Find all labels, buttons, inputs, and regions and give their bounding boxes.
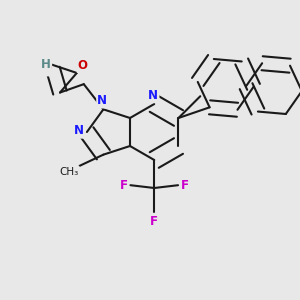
Text: CH₃: CH₃ xyxy=(59,167,79,177)
Text: F: F xyxy=(119,179,128,192)
Text: N: N xyxy=(148,89,158,102)
Text: H: H xyxy=(41,58,51,71)
Text: N: N xyxy=(74,124,84,137)
Text: F: F xyxy=(150,215,158,228)
Text: N: N xyxy=(98,94,107,107)
Text: F: F xyxy=(181,179,189,192)
Text: O: O xyxy=(78,59,88,72)
Text: O: O xyxy=(41,62,51,75)
